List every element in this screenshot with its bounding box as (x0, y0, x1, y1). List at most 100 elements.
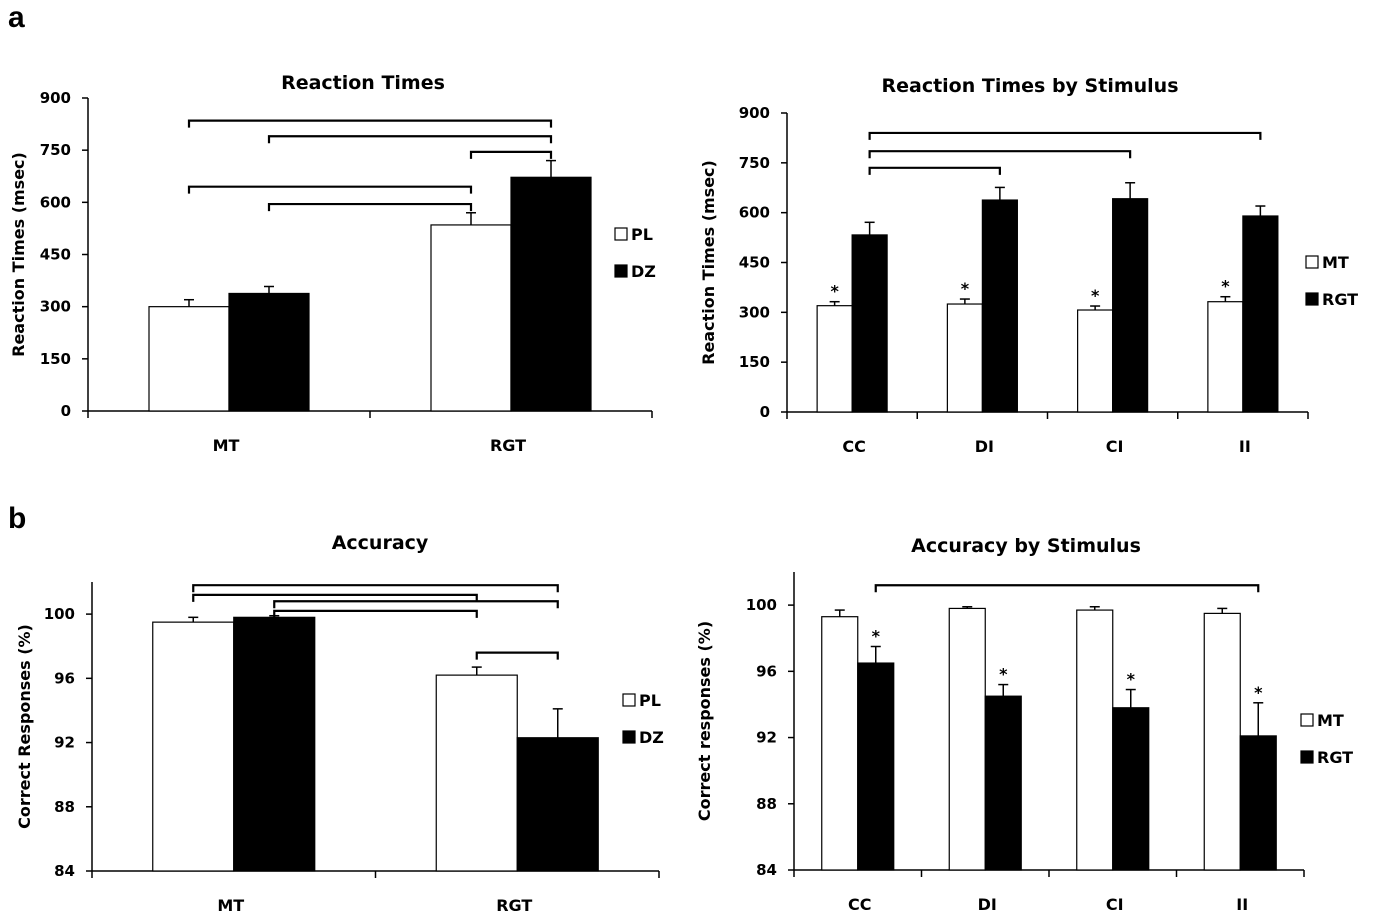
y-tick-label: 150 (739, 353, 770, 371)
significance-bracket (267, 135, 553, 144)
legend-swatch-dz (622, 730, 636, 744)
chart-title: Reaction Times (281, 72, 445, 94)
bar-mt (1076, 609, 1114, 871)
bar-rgt (981, 199, 1018, 413)
bar-rgt (1112, 707, 1150, 871)
y-tick-label: 900 (40, 89, 71, 107)
legend-swatch-mt (1305, 255, 1319, 269)
legend-label-mt: MT (1317, 711, 1344, 730)
bar-rgt (851, 234, 888, 413)
significance-bracket (469, 150, 553, 159)
significance-bracket (273, 609, 478, 618)
bar-pl (430, 224, 512, 412)
bar-mt (821, 616, 859, 871)
bar-rgt (1112, 198, 1149, 413)
x-category-label: II (1239, 437, 1251, 456)
y-axis-label: Reaction Times (msec) (699, 160, 718, 365)
bar-dz (228, 292, 310, 412)
bar-mt (1207, 301, 1244, 413)
significance-bracket (192, 593, 478, 602)
legend-label-rgt: RGT (1322, 290, 1358, 309)
y-tick-label: 750 (739, 154, 770, 172)
bar-mt (1203, 612, 1241, 871)
bar-dz (516, 737, 599, 872)
y-tick-label: 0 (61, 402, 71, 420)
y-tick-label: 900 (739, 104, 770, 122)
bar-rgt (1239, 735, 1277, 871)
bar-dz (510, 176, 592, 412)
chart-1: Reaction Times Reaction Times (msec) 0 150 3… (9, 72, 656, 455)
panel-letter-a: a (8, 1, 25, 34)
y-tick-label: 450 (40, 246, 71, 264)
significance-star: * (830, 282, 839, 301)
y-tick-label: 92 (756, 729, 777, 747)
bar-mt (946, 303, 983, 413)
y-axis-label: Correct responses (%) (695, 621, 714, 821)
bar-rgt (984, 695, 1022, 871)
x-category-label: MT (217, 896, 244, 915)
bar-mt (816, 305, 853, 413)
legend-label-dz: DZ (631, 262, 656, 281)
bar-rgt (1242, 215, 1279, 413)
significance-bracket (187, 119, 553, 128)
chart-3: Accuracy Correct Responses (%) 84 88 92 96 100… (15, 532, 664, 915)
y-tick-label: 150 (40, 350, 71, 368)
significance-star: * (1221, 277, 1230, 296)
bar-rgt (857, 662, 895, 871)
legend-swatch-mt (1300, 713, 1314, 727)
bar-pl (152, 621, 235, 872)
legend-swatch-dz (614, 264, 628, 278)
chart-4: Accuracy by Stimulus Correct responses (%… (695, 535, 1353, 914)
x-category-label: CI (1106, 437, 1124, 456)
significance-star: * (961, 279, 970, 298)
y-tick-label: 92 (54, 734, 75, 752)
bar-dz (233, 616, 316, 872)
chart-2: Reaction Times by Stimulus Reaction Times… (699, 75, 1358, 456)
x-category-label: MT (213, 436, 240, 455)
y-tick-label: 300 (40, 298, 71, 316)
legend-label-mt: MT (1322, 253, 1349, 272)
x-category-label: II (1236, 895, 1248, 914)
bar-pl (148, 306, 230, 412)
legend-label-pl: PL (631, 225, 653, 244)
y-tick-label: 600 (739, 204, 770, 222)
bar-mt (1077, 309, 1114, 413)
y-tick-label: 300 (739, 303, 770, 321)
significance-star: * (1091, 286, 1100, 305)
significance-bracket (273, 600, 559, 609)
significance-bracket (868, 150, 1132, 159)
bar-pl (435, 674, 518, 872)
y-tick-label: 450 (739, 254, 770, 272)
significance-bracket (267, 202, 473, 212)
y-axis-label: Correct Responses (%) (15, 624, 34, 829)
y-tick-label: 84 (54, 862, 75, 880)
legend-swatch-rgt (1305, 292, 1319, 306)
chart-title: Reaction Times by Stimulus (881, 75, 1178, 97)
x-category-label: DI (975, 437, 994, 456)
chart-title: Accuracy (332, 532, 429, 554)
legend-swatch-pl (614, 227, 628, 241)
y-tick-label: 0 (760, 403, 770, 421)
y-tick-label: 84 (756, 861, 777, 879)
x-category-label: CC (842, 437, 865, 456)
significance-bracket (475, 651, 559, 660)
bar-mt (948, 607, 986, 871)
y-tick-label: 750 (40, 141, 71, 159)
significance-bracket (874, 584, 1260, 593)
y-tick-label: 100 (746, 596, 777, 614)
x-category-label: RGT (496, 896, 532, 915)
y-axis-label: Reaction Times (msec) (9, 152, 28, 357)
legend-label-pl: PL (639, 691, 661, 710)
significance-star: * (999, 665, 1008, 684)
significance-bracket (187, 185, 473, 194)
y-tick-label: 100 (44, 605, 75, 623)
x-category-label: CC (848, 895, 871, 914)
legend-label-rgt: RGT (1317, 748, 1353, 767)
y-tick-label: 600 (40, 193, 71, 211)
significance-star: * (1254, 683, 1263, 702)
y-tick-label: 88 (54, 798, 75, 816)
x-category-label: DI (978, 895, 997, 914)
significance-bracket (868, 166, 1001, 175)
legend-label-dz: DZ (639, 728, 664, 747)
y-tick-label: 96 (756, 662, 777, 680)
